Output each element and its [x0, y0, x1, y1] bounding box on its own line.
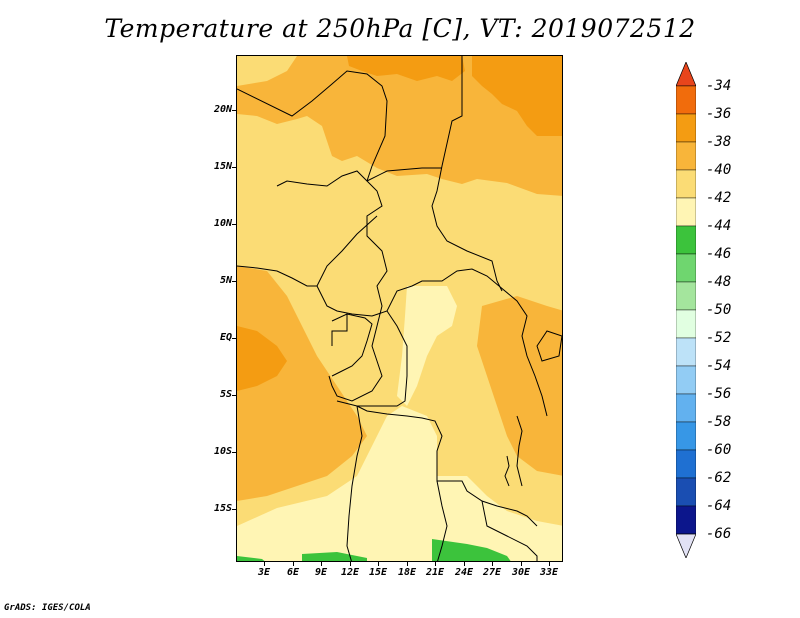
x-tick [350, 562, 351, 566]
x-axis-label-12e: 12E [340, 567, 360, 578]
colorbar-label: -40 [706, 162, 732, 178]
y-axis-label-5s: 5S [219, 389, 232, 400]
colorbar-segment [676, 393, 696, 423]
lakes [504, 330, 562, 487]
x-axis-label-18e: 18E [397, 567, 417, 578]
y-axis-label-10s: 10S [213, 446, 232, 457]
colorbar-label: -44 [706, 218, 732, 234]
colorbar-label: -46 [706, 246, 732, 262]
colorbar [676, 62, 696, 558]
field-contour-minus44-sw [237, 556, 265, 561]
colorbar-segment [676, 309, 696, 339]
x-axis-label-24e: 24E [454, 567, 474, 578]
colorbar-segment [676, 253, 696, 283]
x-axis-label-30e: 30E [511, 567, 531, 578]
colorbar-label: -56 [706, 386, 732, 402]
colorbar-label: -34 [706, 78, 732, 94]
colorbar-segment [676, 197, 696, 227]
colorbar-label: -66 [706, 526, 732, 542]
y-axis-label-15n: 15N [213, 161, 232, 172]
colorbar-label: -52 [706, 330, 732, 346]
field-contour-minus40-north [237, 56, 562, 196]
colorbar-segment [676, 225, 696, 255]
x-tick [264, 562, 265, 566]
y-tick [232, 395, 236, 396]
x-tick [492, 562, 493, 566]
x-axis-label-21e: 21E [425, 567, 445, 578]
colorbar-segment [676, 421, 696, 451]
x-tick [378, 562, 379, 566]
y-tick [232, 281, 236, 282]
field-contour-minus44-se [432, 539, 511, 561]
y-tick [232, 224, 236, 225]
colorbar-label: -48 [706, 274, 732, 290]
y-axis-label-eq: EQ [219, 332, 232, 343]
colorbar-segment [676, 169, 696, 199]
x-axis-label-33e: 33E [539, 567, 559, 578]
y-tick [232, 110, 236, 111]
field-contour-minus38-ne [472, 56, 562, 136]
y-tick [232, 509, 236, 510]
footer-credit: GrADS: IGES/COLA [4, 603, 91, 613]
map-panel [236, 55, 563, 562]
colorbar-segment [676, 337, 696, 367]
colorbar-segment [676, 85, 696, 115]
chart-title: Temperature at 250hPa [C], VT: 201907251… [104, 14, 696, 43]
x-tick [464, 562, 465, 566]
colorbar-segment [676, 365, 696, 395]
x-axis-label-3e: 3E [257, 567, 271, 578]
colorbar-label: -36 [706, 106, 732, 122]
x-axis-label-9e: 9E [314, 567, 328, 578]
x-tick [407, 562, 408, 566]
y-axis-label-20n: 20N [213, 104, 232, 115]
colorbar-segment [676, 477, 696, 507]
field-contour-minus40-west [237, 266, 367, 501]
colorbar-segment [676, 449, 696, 479]
x-tick [521, 562, 522, 566]
temperature-map [237, 56, 562, 561]
y-tick [232, 338, 236, 339]
x-tick [293, 562, 294, 566]
colorbar-label: -50 [706, 302, 732, 318]
colorbar-label: -38 [706, 134, 732, 150]
field-contour-minus38-west [237, 326, 287, 391]
colorbar-top-arrow [676, 62, 696, 87]
colorbar-label: -64 [706, 498, 732, 514]
colorbar-bottom-arrow [676, 533, 696, 558]
field-contour-minus42-south [237, 406, 562, 561]
x-tick [549, 562, 550, 566]
colorbar-segment [676, 113, 696, 143]
colorbar-label: -58 [706, 414, 732, 430]
colorbar-label: -54 [706, 358, 732, 374]
x-axis-label-27e: 27E [482, 567, 502, 578]
colorbar-segment [676, 141, 696, 171]
y-tick [232, 167, 236, 168]
colorbar-segment [676, 281, 696, 311]
field-contour-minus42-central [397, 286, 457, 406]
x-axis-label-6e: 6E [286, 567, 300, 578]
y-axis-label-15s: 15S [213, 503, 232, 514]
x-axis-label-15e: 15E [368, 567, 388, 578]
y-axis-label-5n: 5N [219, 275, 232, 286]
colorbar-segment [676, 505, 696, 535]
colorbar-label: -62 [706, 470, 732, 486]
y-axis-label-10n: 10N [213, 218, 232, 229]
colorbar-label: -60 [706, 442, 732, 458]
x-tick [321, 562, 322, 566]
field-contour-minus38-north [347, 56, 465, 81]
x-tick [435, 562, 436, 566]
country-boundaries [237, 56, 548, 561]
y-tick [232, 452, 236, 453]
colorbar-label: -42 [706, 190, 732, 206]
